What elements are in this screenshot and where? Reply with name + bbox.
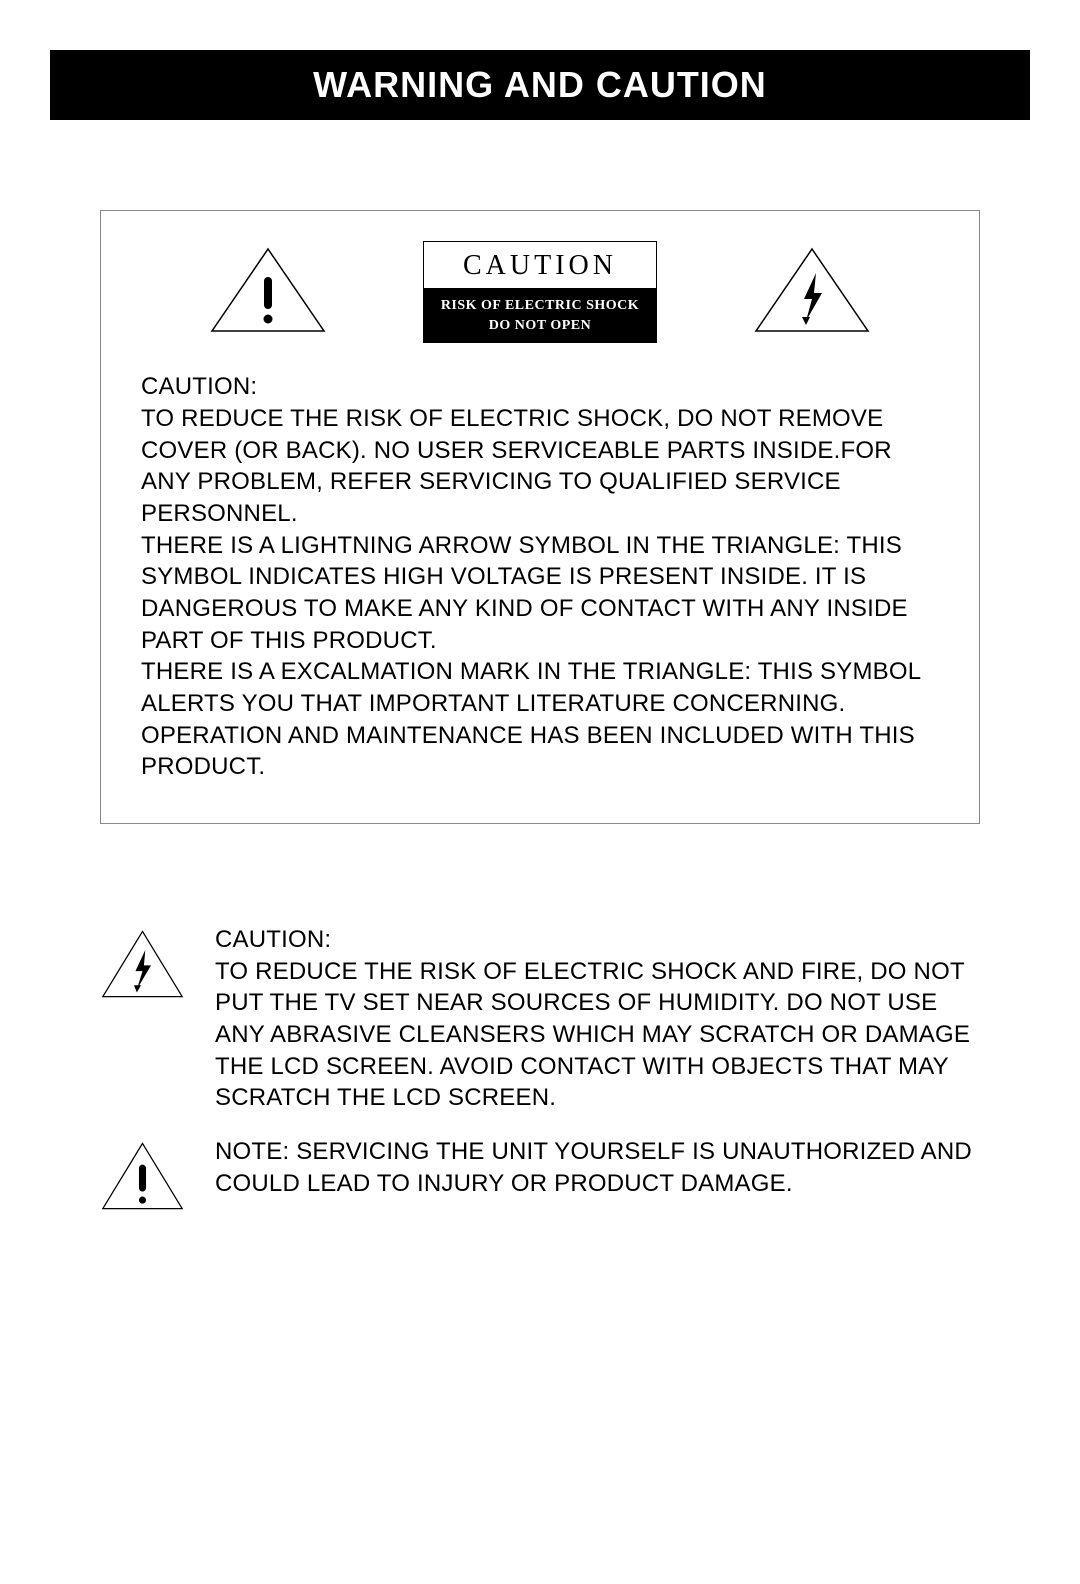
lightning-triangle-icon (100, 924, 185, 1005)
lightning-triangle-icon (752, 245, 872, 340)
page-header: WARNING AND CAUTION (50, 50, 1030, 120)
lower-section1-body: TO REDUCE THE RISK OF ELECTRIC SHOCK AND… (215, 958, 970, 1112)
header-title: WARNING AND CAUTION (313, 64, 767, 105)
exclamation-triangle-icon (100, 1136, 185, 1217)
caution-para2: THERE IS A LIGHTNING ARROW SYMBOL IN THE… (141, 532, 908, 654)
lower-section: CAUTION: TO REDUCE THE RISK OF ELECTRIC … (100, 924, 980, 1217)
caution-body-text: CAUTION: TO REDUCE THE RISK OF ELECTRIC … (141, 371, 939, 783)
lower-text-1: CAUTION: TO REDUCE THE RISK OF ELECTRIC … (215, 924, 980, 1114)
symbols-row: CAUTION RISK OF ELECTRIC SHOCK DO NOT OP… (141, 241, 939, 343)
caution-label-box: CAUTION RISK OF ELECTRIC SHOCK DO NOT OP… (423, 241, 657, 343)
caution-box: CAUTION RISK OF ELECTRIC SHOCK DO NOT OP… (100, 210, 980, 824)
exclamation-triangle-icon (208, 245, 328, 340)
caution-label-top: CAUTION (423, 241, 657, 288)
lower-row-2: NOTE: SERVICING THE UNIT YOURSELF IS UNA… (100, 1136, 980, 1217)
caution-para1: TO REDUCE THE RISK OF ELECTRIC SHOCK, DO… (141, 405, 892, 527)
lower-section2-body: NOTE: SERVICING THE UNIT YOURSELF IS UNA… (215, 1138, 972, 1197)
caution-para-title: CAUTION: (141, 373, 257, 400)
caution-para3: THERE IS A EXCALMATION MARK IN THE TRIAN… (141, 658, 920, 780)
caution-sublabel-line2: DO NOT OPEN (489, 318, 591, 333)
caution-sublabel-line1: RISK OF ELECTRIC SHOCK (441, 298, 639, 313)
lower-text-2: NOTE: SERVICING THE UNIT YOURSELF IS UNA… (215, 1136, 980, 1199)
lower-section1-title: CAUTION: (215, 926, 331, 953)
caution-label-bottom: RISK OF ELECTRIC SHOCK DO NOT OPEN (423, 288, 657, 343)
lower-row-1: CAUTION: TO REDUCE THE RISK OF ELECTRIC … (100, 924, 980, 1114)
